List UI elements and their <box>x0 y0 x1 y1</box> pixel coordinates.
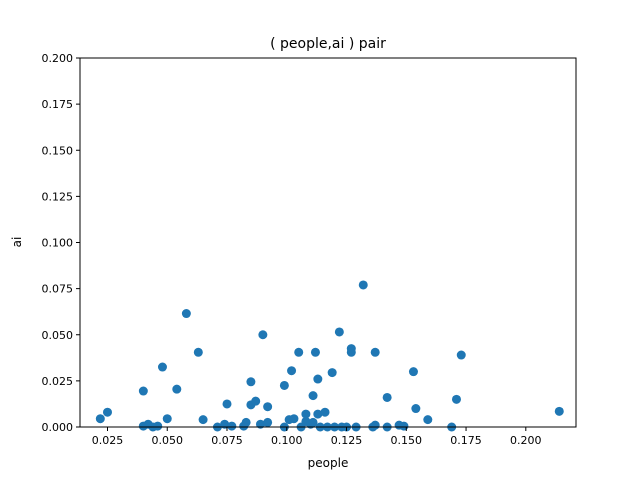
data-point <box>313 374 323 384</box>
data-point <box>320 407 330 417</box>
data-point <box>162 414 172 424</box>
x-tick-label: 0.075 <box>211 434 243 447</box>
y-tick-label: 0.025 <box>42 375 74 388</box>
x-tick-label: 0.150 <box>391 434 423 447</box>
data-point <box>172 384 182 394</box>
data-point <box>310 347 320 357</box>
data-point <box>370 420 380 430</box>
data-point <box>301 409 311 419</box>
y-tick-label: 0.050 <box>42 329 74 342</box>
data-point <box>346 347 356 357</box>
data-point <box>263 417 273 427</box>
data-point <box>246 377 256 387</box>
data-point <box>157 362 167 372</box>
data-point <box>255 419 265 429</box>
y-tick-label: 0.150 <box>42 144 74 157</box>
data-point <box>358 280 368 290</box>
points-layer <box>95 280 564 432</box>
y-axis-label: ai <box>10 237 24 248</box>
data-point <box>138 386 148 396</box>
x-axis: 0.025 0.050 0.075 0.100 0.125 0.150 0.175 0.200 <box>92 427 542 447</box>
data-point <box>334 327 344 337</box>
x-axis-label: people <box>308 456 349 470</box>
x-tick-label: 0.200 <box>510 434 542 447</box>
y-tick-label: 0.125 <box>42 190 74 203</box>
data-point <box>554 406 564 416</box>
data-point <box>423 415 433 425</box>
y-tick-label: 0.100 <box>42 237 74 250</box>
data-point <box>411 404 421 414</box>
x-tick-label: 0.100 <box>271 434 303 447</box>
data-point <box>408 367 418 377</box>
data-point <box>95 414 105 424</box>
data-point <box>382 392 392 402</box>
data-point <box>289 414 299 424</box>
data-point <box>251 396 261 406</box>
data-point <box>263 402 273 412</box>
data-point <box>220 419 230 429</box>
data-point <box>181 309 191 319</box>
x-tick-label: 0.050 <box>151 434 183 447</box>
data-point <box>308 391 318 401</box>
y-tick-label: 0.000 <box>42 421 74 434</box>
data-point <box>193 347 203 357</box>
data-point <box>222 399 232 409</box>
data-point <box>287 366 297 376</box>
y-tick-label: 0.075 <box>42 283 74 296</box>
data-point <box>258 330 268 340</box>
data-point <box>294 347 304 357</box>
y-tick-label: 0.200 <box>42 52 74 65</box>
data-point <box>327 368 337 378</box>
data-point <box>370 347 380 357</box>
y-axis: 0.000 0.025 0.050 0.075 0.100 0.125 0.150 0.175… <box>42 52 80 434</box>
data-point <box>456 350 466 360</box>
data-point <box>241 417 251 427</box>
chart-title: ( people,ai ) pair <box>270 36 386 52</box>
data-point <box>198 415 208 425</box>
data-point <box>451 394 461 404</box>
data-point <box>308 417 318 427</box>
y-tick-label: 0.175 <box>42 98 74 111</box>
data-point <box>279 380 289 390</box>
data-point <box>227 421 237 431</box>
data-point <box>313 409 323 419</box>
x-tick-label: 0.175 <box>450 434 482 447</box>
x-tick-label: 0.025 <box>92 434 124 447</box>
data-point <box>102 407 112 417</box>
data-point <box>153 421 163 431</box>
x-tick-label: 0.125 <box>331 434 363 447</box>
data-point <box>399 421 409 431</box>
